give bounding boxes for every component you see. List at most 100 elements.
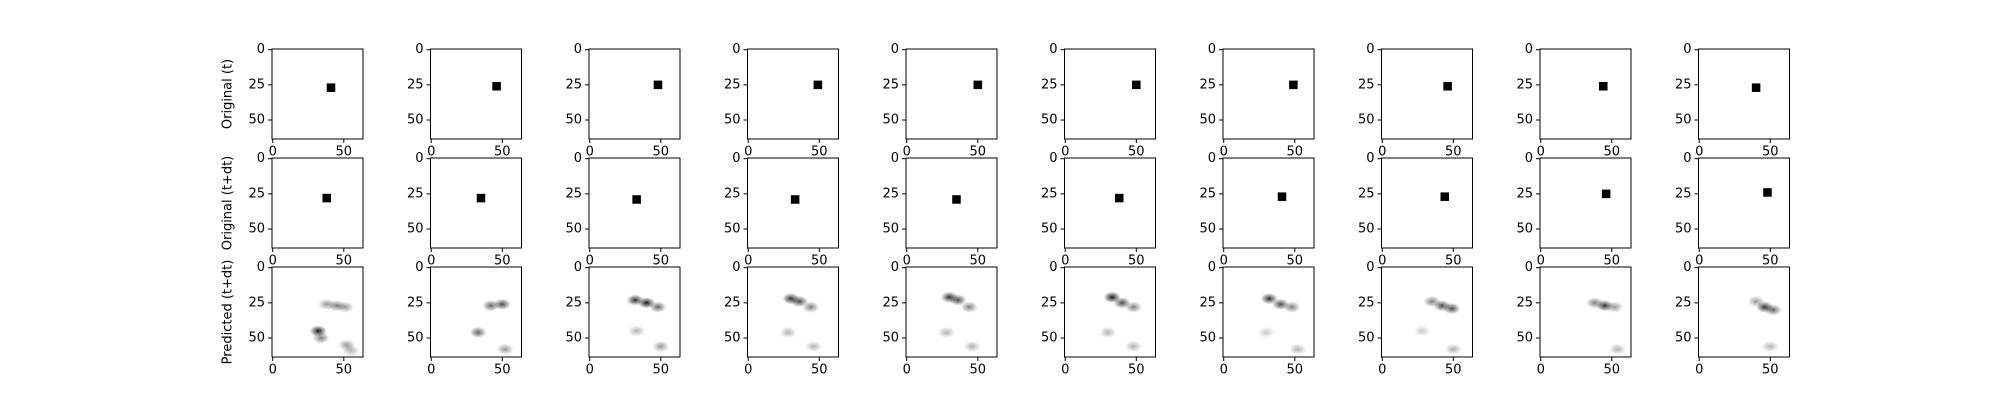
row-label: Original (t)	[221, 59, 236, 129]
panel-frame	[430, 157, 522, 249]
y-tick-label: 0	[1366, 42, 1374, 57]
y-tick-label: 0	[891, 260, 899, 275]
y-tick-label: 0	[891, 151, 899, 166]
x-tick-label: 0	[903, 254, 911, 269]
panel-frame	[1381, 48, 1473, 140]
x-tick-label: 0	[1378, 363, 1386, 378]
y-tick-label: 0	[1049, 151, 1057, 166]
x-tick-label: 0	[427, 145, 435, 160]
square	[326, 83, 336, 92]
x-tick-label: 0	[1695, 145, 1703, 160]
panel-background	[1064, 158, 1156, 248]
image	[1114, 193, 1124, 203]
image	[626, 294, 670, 353]
square	[973, 80, 983, 90]
panel: 0 50 0 25 50	[1041, 260, 1156, 378]
panel: 0 50 0 25 50	[1358, 260, 1473, 378]
blob	[652, 340, 670, 353]
y-tick-label: 25	[248, 186, 265, 201]
panel-background	[906, 49, 997, 139]
panel-frame	[588, 266, 681, 358]
image	[322, 193, 332, 203]
y-tick-label: 50	[1199, 222, 1216, 237]
square	[1277, 192, 1287, 201]
y-tick-label: 0	[415, 260, 423, 275]
panel: 0 50 0 25 50	[882, 42, 998, 160]
x-tick-label: 50	[336, 363, 353, 378]
square	[813, 80, 823, 90]
square	[1763, 188, 1772, 197]
x-tick-label: 0	[744, 145, 752, 160]
panel-frame	[1381, 157, 1473, 249]
y-tick-label: 50	[1358, 331, 1375, 346]
x-tick-label: 50	[494, 254, 511, 269]
x-tick-label: 0	[1537, 363, 1545, 378]
y-tick-label: 0	[574, 151, 582, 166]
x-tick-label: 0	[1220, 254, 1228, 269]
panel-background	[589, 49, 680, 139]
y-tick-label: 0	[732, 151, 740, 166]
square	[1132, 80, 1141, 90]
panel: 0 50 0 25 50	[1516, 42, 1632, 160]
y-tick-label: 50	[565, 113, 582, 128]
panel: 0 50 0 25 50	[1675, 42, 1790, 160]
panel-frame	[1698, 48, 1790, 140]
row-label: Original (t+dt)	[221, 156, 236, 251]
y-tick-label: 50	[1675, 222, 1692, 237]
y-tick-label: 50	[724, 331, 741, 346]
panel: 0 50 0 25 50	[882, 151, 998, 269]
panel-frame	[1064, 48, 1156, 140]
image	[326, 83, 336, 92]
image	[1257, 292, 1307, 355]
panel-frame	[430, 48, 522, 140]
y-tick-label: 50	[724, 113, 741, 128]
x-tick-label: 0	[1061, 254, 1069, 269]
y-tick-label: 25	[1358, 77, 1375, 92]
panel-frame	[1064, 266, 1156, 358]
image	[790, 195, 800, 204]
blob	[628, 325, 646, 337]
panel: 0 50 0 25 50	[1516, 151, 1632, 269]
y-tick-label: 0	[1049, 42, 1057, 57]
y-tick-label: 0	[1208, 151, 1216, 166]
y-tick-label: 50	[1199, 331, 1216, 346]
y-tick-label: 0	[1525, 151, 1533, 166]
y-tick-label: 0	[574, 42, 582, 57]
x-tick-label: 0	[903, 145, 911, 160]
y-tick-label: 25	[565, 186, 582, 201]
panel: 0 50 0 25 50	[407, 260, 522, 378]
panel-frame	[1539, 48, 1632, 140]
y-tick-label: 25	[1358, 295, 1375, 310]
y-tick-label: 25	[407, 77, 424, 92]
square	[952, 195, 961, 204]
x-tick-label: 50	[336, 145, 353, 160]
x-tick-label: 0	[427, 363, 435, 378]
y-tick-label: 50	[248, 113, 265, 128]
square	[1601, 189, 1611, 199]
x-tick-label: 50	[1762, 145, 1779, 160]
x-tick-label: 50	[1604, 363, 1621, 378]
y-tick-label: 0	[1366, 260, 1374, 275]
x-tick-label: 50	[336, 254, 353, 269]
x-tick-label: 50	[1128, 254, 1145, 269]
image	[309, 298, 360, 357]
square	[653, 80, 663, 90]
x-tick-label: 0	[586, 254, 594, 269]
y-tick-label: 25	[407, 186, 424, 201]
image	[973, 80, 983, 90]
y-tick-label: 0	[1366, 151, 1374, 166]
y-tick-label: 50	[882, 222, 899, 237]
y-tick-label: 50	[407, 222, 424, 237]
panel: 0 50 0 25 50	[248, 151, 364, 269]
x-tick-label: 50	[970, 254, 987, 269]
x-tick-label: 50	[811, 363, 828, 378]
y-tick-label: 25	[1516, 77, 1533, 92]
blob	[949, 294, 967, 306]
y-tick-label: 50	[882, 113, 899, 128]
y-tick-label: 25	[1041, 186, 1058, 201]
panel-frame	[1064, 157, 1156, 249]
y-tick-label: 0	[891, 42, 899, 57]
square	[1440, 192, 1450, 201]
panel: 0 50 0 25 50	[882, 260, 998, 378]
panel-background	[1223, 49, 1314, 139]
